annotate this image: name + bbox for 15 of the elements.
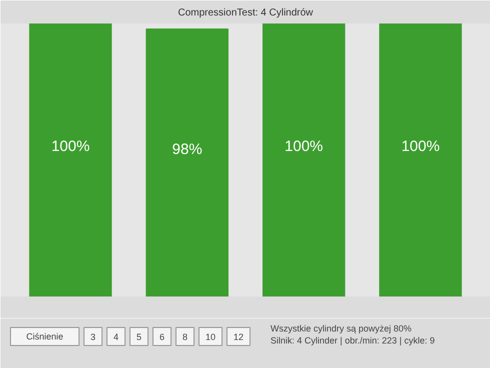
- data-label: 100%: [51, 138, 90, 155]
- text: 8: [182, 332, 188, 342]
- text: Wszystkie cylindry są powyżej 80%: [270, 324, 412, 334]
- data-label: 98%: [172, 140, 202, 158]
- chart-title: CompressionTest: 4 Cylindrów: [178, 8, 314, 18]
- text: 3: [90, 332, 96, 342]
- text: 5: [136, 332, 142, 342]
- text: 10: [205, 332, 216, 342]
- data-label: 100%: [284, 138, 324, 155]
- text: Silnik: 4 Cylinder | obr./min: 223 | cykle: 9: [270, 336, 435, 346]
- data-label: 100%: [401, 138, 440, 155]
- text: 4: [113, 332, 119, 342]
- text: 6: [159, 332, 165, 342]
- text: Ciśnienie: [26, 332, 64, 342]
- text: 12: [233, 332, 244, 342]
